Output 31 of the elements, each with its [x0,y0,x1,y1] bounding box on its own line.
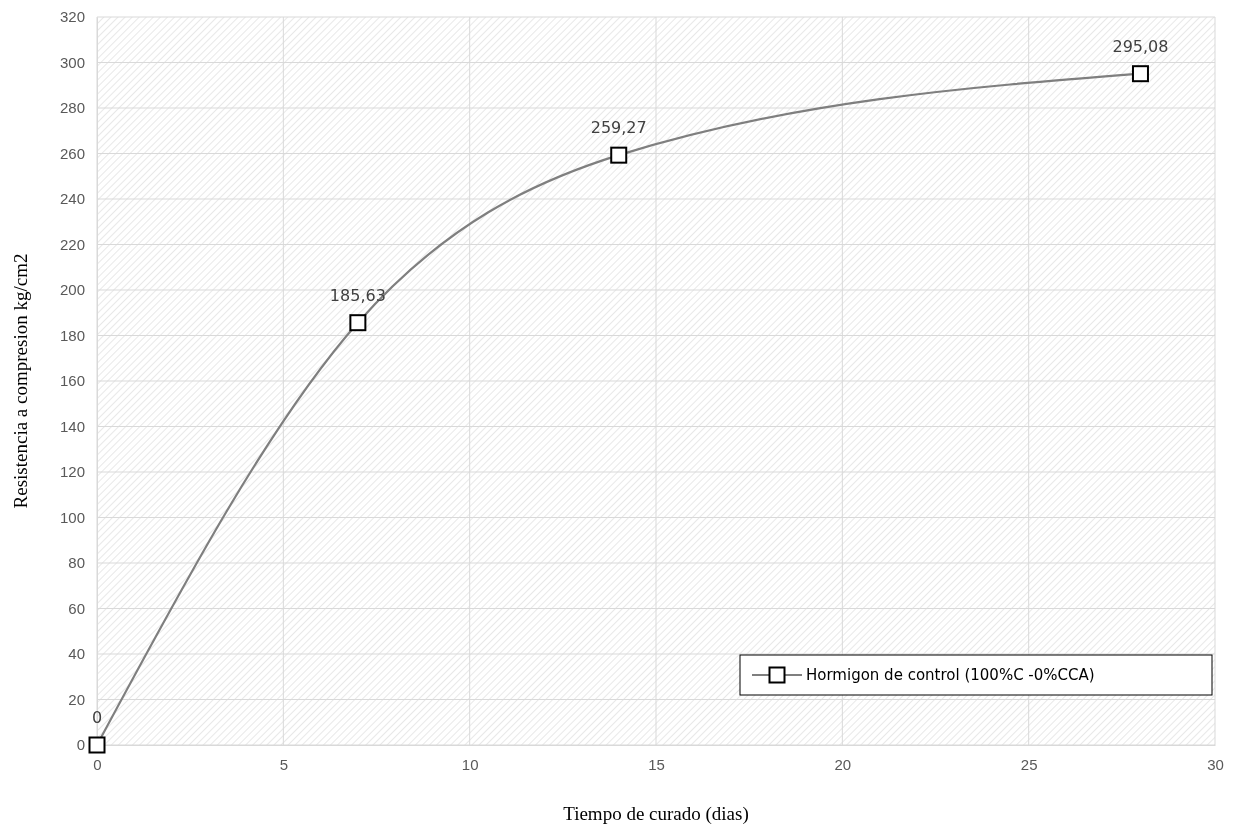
y-tick-label: 320 [59,8,85,26]
y-tick-label: 240 [59,190,85,208]
y-tick-label: 260 [59,144,85,162]
x-tick-label: 0 [93,755,102,773]
y-tick-label: 20 [68,690,85,708]
x-tick-label: 25 [1020,755,1038,773]
y-tick-label: 40 [68,645,85,663]
y-tick-label: 120 [59,463,85,481]
y-tick-label: 220 [59,235,85,253]
y-tick-label: 160 [59,372,85,390]
y-tick-label: 80 [68,554,85,572]
data-label: 185,63 [329,285,386,305]
y-tick-label: 180 [59,326,85,344]
x-tick-label: 10 [461,755,479,773]
data-label: 0 [91,708,103,727]
y-tick-label: 100 [59,508,85,526]
x-tick-label: 20 [834,755,852,773]
y-tick-label: 300 [59,53,85,71]
x-axis-title: Tiempo de curado (dias) [563,803,749,825]
y-tick-label: 140 [59,417,85,435]
data-label: 295,08 [1112,36,1169,56]
y-axis-title: Resistencia a compresion kg/cm2 [10,253,31,509]
y-tick-label: 280 [59,99,85,117]
x-tick-label: 5 [279,755,289,773]
y-tick-label: 0 [76,736,85,754]
data-label: 259,27 [590,118,647,138]
y-tick-label: 200 [59,281,85,299]
x-tick-label: 30 [1207,755,1224,773]
legend-label: Hormigon de control (100%C -0%CCA) [806,666,1095,684]
y-tick-label: 60 [68,599,85,617]
x-tick-label: 15 [648,755,665,773]
